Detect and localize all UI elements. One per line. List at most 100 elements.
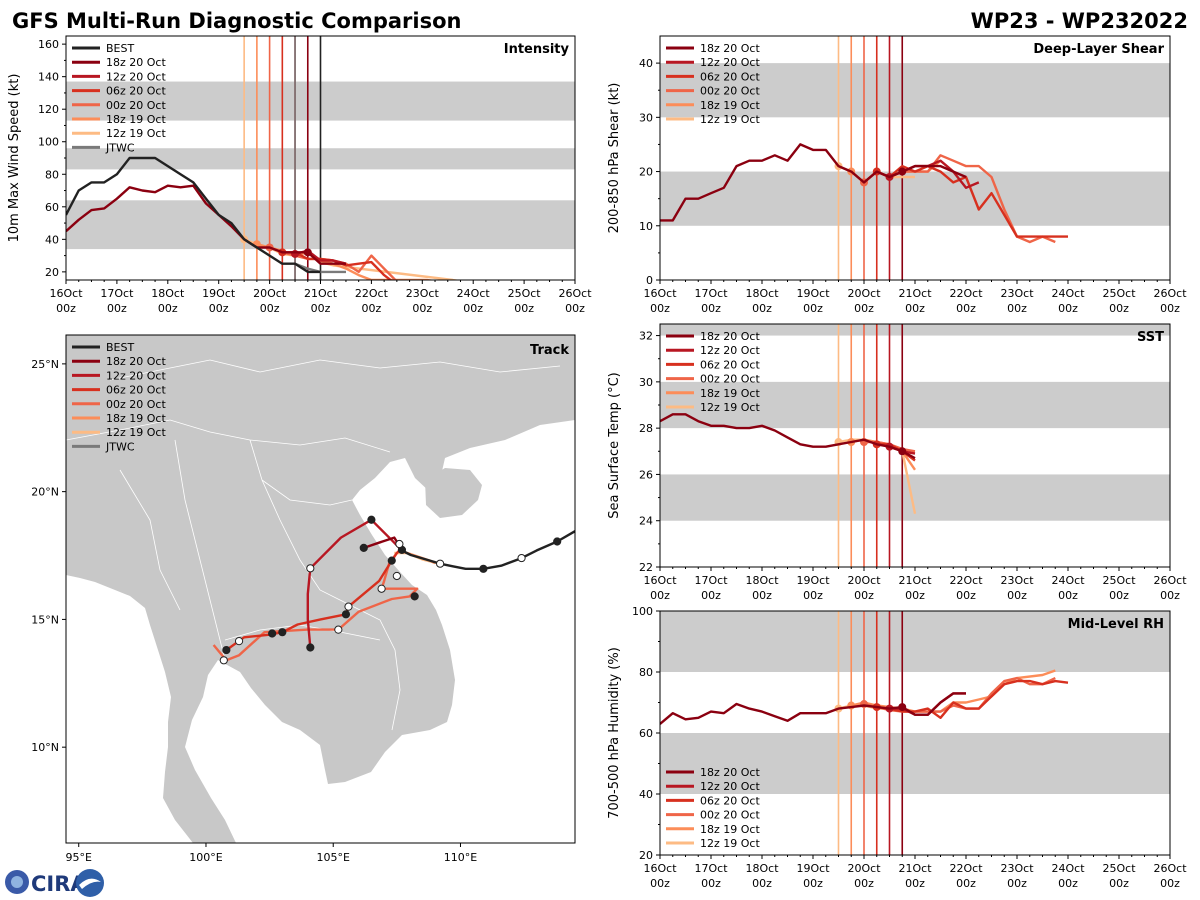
y-tick-label: 60 — [639, 727, 653, 740]
x-tick-date: 18Oct — [151, 287, 185, 300]
x-tick-date: 22Oct — [949, 862, 983, 875]
x-tick-hour: 00z — [1109, 302, 1129, 315]
y-tick-label: 30 — [639, 111, 653, 124]
x-tick-date: 26Oct — [1153, 574, 1187, 587]
y-tick-label: 120 — [38, 103, 59, 116]
x-tick-date: 16Oct — [49, 287, 83, 300]
x-tick-hour: 00z — [752, 877, 772, 890]
series-line — [660, 143, 967, 222]
figure-title: GFS Multi-Run Diagnostic Comparison — [12, 9, 461, 33]
x-tick-date: 24Oct — [1051, 574, 1085, 587]
border-line — [109, 359, 561, 381]
y-tick-label: 140 — [38, 71, 59, 84]
legend-label: 18z 19 Oct — [106, 412, 166, 425]
legend-label: 06z 20 Oct — [700, 70, 760, 83]
panel-title: Track — [530, 343, 569, 358]
legend-label: 18z 20 Oct — [700, 42, 760, 55]
x-tick-hour: 00z — [463, 302, 483, 315]
legend-label: 12z 19 Oct — [106, 426, 166, 439]
shaded-band — [660, 381, 1170, 429]
track-position-marker — [479, 564, 488, 573]
track-position-marker — [278, 628, 287, 637]
x-tick-hour: 00z — [905, 877, 925, 890]
shaded-band — [660, 63, 1170, 118]
y-axis-label: 700-500 hPa Humidity (%) — [607, 647, 622, 819]
x-tick-date: 16Oct — [643, 574, 677, 587]
south-china-sea — [185, 420, 575, 843]
legend-label: 12z 20 Oct — [106, 70, 166, 83]
logo-globe-inner — [11, 876, 23, 888]
x-tick-hour: 00z — [1058, 302, 1078, 315]
y-tick-label: 20 — [639, 166, 653, 179]
x-tick-date: 17Oct — [694, 287, 728, 300]
legend-label: 06z 20 Oct — [106, 384, 166, 397]
x-tick-date: 21Oct — [898, 574, 932, 587]
storm-id: WP23 - WP232022 — [971, 9, 1188, 33]
x-tick-hour: 00z — [1160, 877, 1180, 890]
track-line — [401, 530, 575, 570]
legend-label: 12z 19 Oct — [700, 113, 760, 126]
legend-label: 00z 20 Oct — [106, 99, 166, 112]
sst-panel: 16Oct 00z 17Oct 00z 18Oct 00z 19Oct 00z 20Oct 00z… — [607, 323, 1187, 602]
x-tick-date: 19Oct — [796, 287, 830, 300]
y-tick-label: 40 — [639, 788, 653, 801]
legend-label: 00z 20 Oct — [106, 398, 166, 411]
shaded-band — [660, 733, 1170, 794]
shear-panel: 16Oct 00z 17Oct 00z 18Oct 00z 19Oct 00z 20Oct 00z… — [607, 35, 1187, 315]
x-tick-date: 24Oct — [1051, 287, 1085, 300]
x-tick-hour: 00z — [803, 302, 823, 315]
x-tick-date: 23Oct — [1000, 862, 1034, 875]
x-tick-hour: 00z — [956, 302, 976, 315]
legend-label: 06z 20 Oct — [700, 794, 760, 807]
x-tick-date: 24Oct — [1051, 862, 1085, 875]
lon-tick-label: 100°E — [189, 851, 222, 864]
x-tick-date: 17Oct — [100, 287, 134, 300]
x-tick-hour: 00z — [1160, 589, 1180, 602]
track-position-marker — [367, 515, 376, 524]
panel-title: Mid-Level RH — [1068, 617, 1164, 632]
x-tick-hour: 00z — [1058, 877, 1078, 890]
y-tick-label: 22 — [639, 561, 653, 574]
y-axis-label: Sea Surface Temp (°C) — [607, 372, 622, 519]
track-position-marker — [553, 537, 562, 546]
x-tick-hour: 00z — [956, 589, 976, 602]
y-tick-label: 20 — [639, 849, 653, 862]
track-position-marker — [222, 645, 231, 655]
legend-label: 18z 19 Oct — [106, 113, 166, 126]
x-tick-date: 20Oct — [847, 862, 881, 875]
x-tick-hour: 00z — [854, 877, 874, 890]
track-position-marker — [306, 564, 315, 573]
legend-label: BEST — [106, 341, 134, 354]
legend-label: 12z 20 Oct — [106, 369, 166, 382]
init-marker — [303, 248, 312, 257]
x-tick-hour: 00z — [701, 589, 721, 602]
y-axis-label: 10m Max Wind Speed (kt) — [7, 74, 22, 243]
track-position-marker — [377, 584, 386, 593]
y-tick-label: 80 — [45, 168, 59, 181]
shaded-band — [660, 171, 1170, 226]
border-line — [249, 439, 401, 731]
lat-tick-label: 10°N — [31, 741, 59, 754]
track-position-marker — [219, 656, 228, 665]
border-line — [119, 469, 181, 611]
plot-frame — [65, 334, 576, 844]
x-tick-date: 24Oct — [457, 287, 491, 300]
x-tick-date: 20Oct — [847, 574, 881, 587]
border-line — [174, 439, 226, 661]
x-tick-hour: 00z — [412, 302, 432, 315]
legend-label: 18z 20 Oct — [700, 766, 760, 779]
andaman-sea — [66, 575, 193, 843]
x-tick-date: 19Oct — [796, 574, 830, 587]
x-tick-date: 26Oct — [558, 287, 592, 300]
x-tick-date: 25Oct — [508, 287, 542, 300]
track-panel: 95°E 100°E 105°E 110°E 25°N 20°N 15°N 10°N Track… — [31, 334, 576, 864]
legend-label: 12z 20 Oct — [700, 344, 760, 357]
init-marker — [898, 447, 907, 456]
shaded-band — [660, 611, 1170, 672]
x-tick-hour: 00z — [311, 302, 331, 315]
track-position-marker — [234, 637, 244, 646]
x-tick-date: 18Oct — [745, 862, 779, 875]
x-tick-hour: 00z — [1007, 877, 1027, 890]
